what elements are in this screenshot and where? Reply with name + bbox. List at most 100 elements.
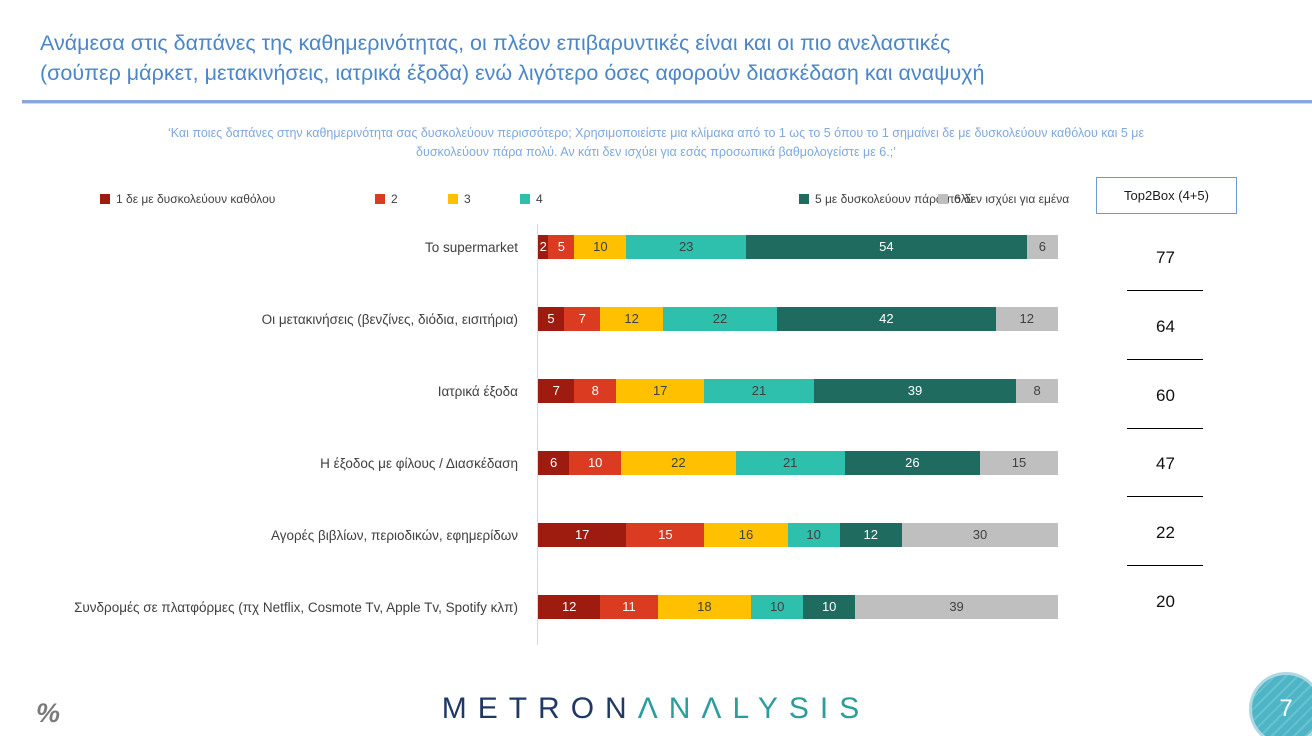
segment-value: 5 [547, 311, 555, 326]
bar-segment: 42 [777, 307, 996, 331]
segment-value: 10 [806, 527, 821, 542]
bar-segment: 6 [538, 451, 570, 475]
category-label: Συνδρομές σε πλατφόρμες (πχ Netflix, Cos… [74, 599, 518, 615]
segment-value: 15 [658, 527, 673, 542]
page-subtitle: ‘Και ποιες δαπάνες στην καθημερινότητα σ… [86, 124, 1226, 162]
category-label: Το supermarket [424, 239, 518, 255]
segment-value: 6 [549, 455, 558, 470]
bar-row: 17 15 16 10 12 30 [538, 523, 1058, 547]
bar-segment: 21 [735, 451, 845, 475]
bar-segment: 10 [751, 595, 804, 619]
bar-segment: 10 [574, 235, 627, 259]
top2box-divider [1127, 290, 1203, 291]
bar-row: 2 5 10 23 54 6 [538, 235, 1058, 259]
category-label: Ιατρικά έξοδα [437, 383, 518, 399]
bar-row: 6 10 22 21 26 15 [538, 451, 1058, 475]
segment-value: 12 [863, 527, 878, 542]
logo-metron-text: METRON [441, 692, 638, 725]
page-subtitle-line1: ‘Και ποιες δαπάνες στην καθημερινότητα σ… [167, 126, 1145, 140]
bar-segment: 2 [538, 235, 549, 259]
segment-value: 5 [557, 239, 565, 254]
bar-segment: 10 [803, 595, 856, 619]
segment-value: 8 [591, 383, 599, 398]
segment-value: 2 [539, 239, 547, 254]
bar-segment: 26 [844, 451, 980, 475]
bar-segment: 16 [704, 523, 788, 547]
bar-segment: 8 [574, 379, 616, 403]
top2box-divider [1127, 565, 1203, 567]
bar-row: 12 11 18 10 10 39 [538, 595, 1058, 619]
bar-segment: 54 [745, 235, 1027, 259]
bar-segment: 23 [626, 235, 746, 259]
top2box-divider [1127, 496, 1203, 498]
bar-segment: 5 [538, 307, 564, 331]
segment-value: 7 [552, 383, 560, 398]
legend-item: 6 δεν ισχύει για εμένα [938, 192, 1069, 206]
legend-item: 1 δε με δυσκολεύουν καθόλου [100, 192, 275, 206]
metron-analysis-logo: METRONΛNΛLYSIS [0, 692, 1312, 726]
segment-value: 7 [578, 311, 586, 326]
top2box-divider [1127, 427, 1203, 429]
segment-value: 42 [879, 311, 894, 326]
bar-segment: 5 [548, 235, 575, 259]
segment-value: 54 [879, 239, 894, 254]
bar-row: 5 7 12 22 42 12 [538, 307, 1058, 331]
percent-logo: % [36, 698, 61, 728]
segment-value: 12 [624, 311, 639, 326]
bar-segment: 7 [538, 379, 575, 403]
category-label: Οι μετακινήσεις (βενζίνες, διόδια, εισιτ… [261, 311, 518, 327]
page-title-line2: (σούπερ μάρκετ, μετακινήσεις, ιατρικά έξ… [40, 61, 985, 85]
bar-segment: 30 [901, 523, 1058, 547]
page-title-line1: Ανάμεσα στις δαπάνες της καθημερινότητας… [40, 31, 951, 55]
bar-segment: 11 [600, 595, 658, 619]
segment-value: 17 [574, 527, 590, 542]
segment-value: 17 [652, 383, 668, 398]
segment-value: 39 [907, 383, 923, 398]
segment-value: 10 [593, 239, 608, 254]
segment-value: 30 [972, 527, 988, 542]
top2box-value: 77 [1156, 248, 1175, 267]
segment-value: 15 [1011, 455, 1027, 470]
top2box-header: Top2Box (4+5) [1096, 177, 1237, 214]
bar-segment: 8 [1016, 379, 1058, 403]
bar-segment: 15 [626, 523, 705, 547]
logo-analysis-text: ΛNΛLYSIS [637, 692, 871, 725]
bar-segment: 10 [787, 523, 840, 547]
bar-segment: 10 [569, 451, 622, 475]
bar-segment: 17 [615, 379, 705, 403]
bar-segment: 21 [704, 379, 814, 403]
bar-segment: 7 [564, 307, 601, 331]
segment-value: 6 [1038, 239, 1046, 254]
bar-segment: 22 [621, 451, 736, 475]
bar-row: 7 8 17 21 39 8 [538, 379, 1058, 403]
segment-value: 21 [782, 455, 798, 470]
legend-label: 4 [536, 192, 543, 206]
segment-value: 10 [587, 455, 603, 470]
segment-value: 11 [622, 599, 636, 614]
top2box-value: 20 [1156, 592, 1175, 611]
top2box-divider [1127, 358, 1203, 360]
segment-value: 16 [738, 527, 754, 542]
bar-segment: 17 [538, 523, 627, 547]
segment-value: 10 [821, 599, 837, 614]
segment-value: 22 [712, 311, 728, 326]
segment-value: 21 [751, 383, 767, 398]
page-subtitle-line2: δυσκολεύουν πάρα πολύ. Αν κάτι δεν ισχύε… [416, 145, 896, 159]
top2box-value: 22 [1156, 523, 1175, 543]
bar-segment: 12 [600, 307, 663, 331]
legend-label: 3 [464, 192, 471, 206]
top2box-label: Top2Box (4+5) [1124, 188, 1209, 203]
legend-swatch [448, 194, 458, 204]
title-rule [22, 100, 1312, 104]
legend-label: 5 με δυσκολεύουν πάρα πολύ [815, 192, 974, 206]
bar-segment: 15 [979, 451, 1058, 475]
legend-label: 2 [391, 192, 398, 206]
top2box-value: 64 [1156, 316, 1175, 336]
category-label: Αγορές βιβλίων, περιοδικών, εφημερίδων [270, 527, 518, 543]
top2box-value: 60 [1156, 385, 1175, 405]
segment-value: 26 [905, 455, 920, 470]
bar-segment: 12 [839, 523, 902, 547]
bar-segment: 39 [855, 595, 1058, 619]
segment-value: 22 [671, 455, 686, 470]
